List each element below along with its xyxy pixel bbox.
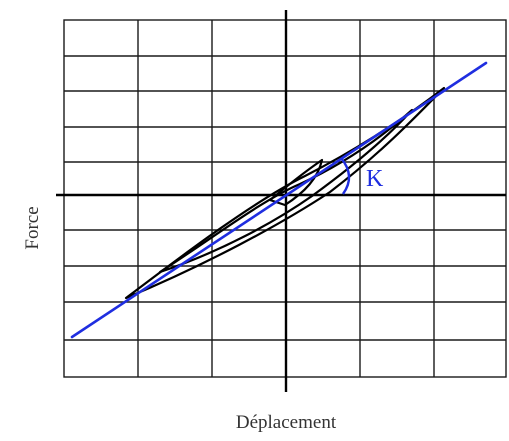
center-loop bbox=[268, 158, 324, 207]
axes bbox=[56, 10, 506, 392]
k-annotation: K bbox=[366, 166, 384, 192]
hysteresis-loops bbox=[124, 86, 446, 300]
angle-arc bbox=[340, 157, 351, 195]
outer-loop bbox=[124, 86, 446, 300]
stiffness-line bbox=[70, 61, 488, 339]
inner-loop bbox=[158, 108, 414, 274]
x-axis-label: Déplacement bbox=[236, 412, 337, 433]
y-axis-label: Force bbox=[22, 206, 43, 249]
